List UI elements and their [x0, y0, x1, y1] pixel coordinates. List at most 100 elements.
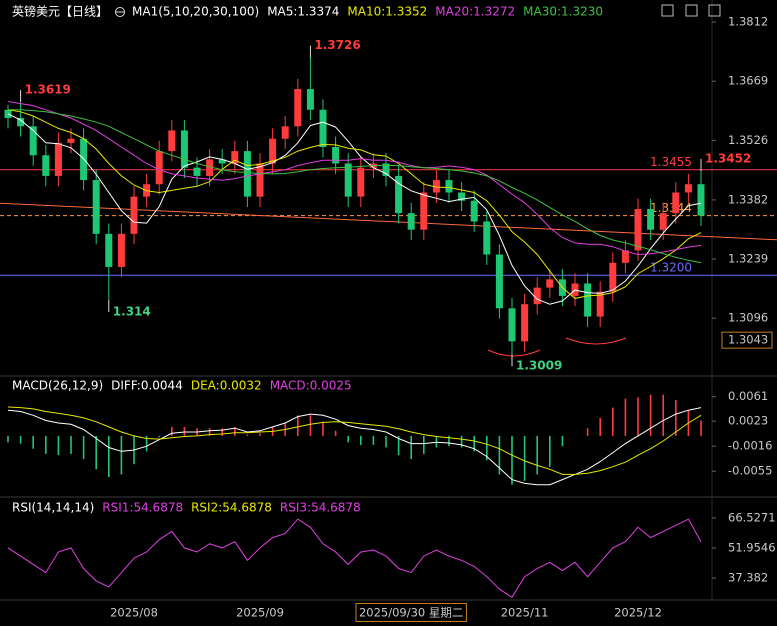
candle-body	[54, 142, 62, 176]
candle-body	[117, 233, 125, 267]
legend-entry: MA30:1.3230	[523, 5, 603, 19]
y-tick-label: 1.3096	[728, 311, 768, 325]
y-tick-label: 1.3812	[728, 15, 768, 29]
candle-body	[42, 155, 50, 176]
candle-body	[17, 118, 25, 127]
y-tick-label: 51.9546	[728, 541, 776, 555]
legend-entry: MA10:1.3352	[347, 5, 427, 19]
annotation: 1.3452	[705, 151, 751, 165]
candle-body	[508, 308, 516, 342]
panel-title: 英镑美元【日线】	[12, 4, 108, 19]
candle-body	[382, 163, 390, 176]
candle-body	[621, 250, 629, 263]
candle-body	[420, 192, 428, 230]
y-tick-label: 66.5271	[728, 511, 776, 525]
rsi-line	[7, 518, 702, 598]
candle-body	[294, 89, 302, 127]
candle-body	[332, 146, 340, 164]
y-tick-label: 1.3526	[728, 133, 768, 147]
candle-body	[269, 138, 277, 164]
candle-body	[584, 283, 592, 317]
candle-body	[357, 167, 365, 197]
candle-body	[319, 109, 327, 147]
candle-body	[432, 180, 440, 193]
candle-body	[445, 180, 453, 193]
legend-entry: RSI2:54.6878	[191, 501, 272, 515]
candle-body	[659, 213, 667, 230]
candle-body	[168, 130, 176, 152]
legend-entry: DEA:0.0032	[191, 379, 262, 393]
icon-button[interactable]	[661, 4, 674, 17]
candle-body	[521, 304, 529, 342]
candle-body	[634, 209, 642, 251]
candle-body	[306, 89, 314, 110]
candle-body	[672, 192, 680, 214]
candle-body	[281, 126, 289, 139]
legend-entry: MACD:0.0025	[270, 379, 352, 393]
macd-line	[7, 406, 702, 475]
candle-body	[193, 167, 201, 176]
candle-body	[92, 180, 100, 234]
trend-line	[0, 202, 777, 241]
horizontal-line-label: 1.3200	[650, 261, 692, 275]
pattern-arc	[565, 337, 627, 345]
y-tick-label: 1.3669	[728, 74, 768, 88]
candle-body	[470, 200, 478, 222]
candle-body	[105, 233, 113, 267]
y-tick-label: 0.0061	[728, 389, 768, 403]
candle-body	[206, 159, 214, 176]
icon-button[interactable]	[708, 4, 721, 17]
legend-entry: MA20:1.3272	[435, 5, 515, 19]
candle-body	[407, 213, 415, 230]
y-tick-label: -0.0055	[728, 464, 772, 478]
toolbar	[661, 4, 721, 17]
horizontal-line-label: 1.3344	[650, 201, 692, 215]
icon-button[interactable]	[685, 4, 698, 17]
candle-body	[29, 126, 37, 156]
candle-body	[155, 151, 163, 185]
annotation: 1.3009	[516, 359, 562, 373]
panel-title: RSI(14,14,14)	[12, 501, 94, 515]
legend-entry: DIFF:0.0044	[111, 379, 183, 393]
macd-line	[7, 407, 702, 486]
y-tick-label: 37.382	[728, 571, 768, 585]
candle-body	[533, 287, 541, 305]
indicator-label: MA1(5,10,20,30,100)	[132, 5, 259, 19]
cursor-price: 1.3043	[728, 333, 768, 347]
annotation: 1.3726	[314, 38, 360, 52]
horizontal-line-label: 1.3455	[650, 155, 692, 169]
cursor-date-box	[355, 603, 467, 622]
panel-title: MACD(26,12,9)	[12, 379, 103, 393]
candle-body	[231, 151, 239, 164]
x-tick-label: 2025/11	[501, 606, 549, 620]
candle-body	[458, 192, 466, 201]
candle-body	[243, 151, 251, 197]
candle-body	[67, 138, 75, 143]
x-tick-label: 2025/09	[236, 606, 284, 620]
x-tick-label: 2025/09/30 星期二	[359, 606, 463, 620]
candle-body	[344, 163, 352, 197]
y-tick-label: 0.0023	[728, 414, 768, 428]
annotation: 1.3619	[25, 82, 71, 96]
y-tick-label: 1.3382	[728, 192, 768, 206]
legend-entry: RSI3:54.6878	[280, 501, 361, 515]
y-tick-label: 1.3239	[728, 252, 768, 266]
candle-body	[495, 254, 503, 309]
y-tick-label: -0.0016	[728, 439, 772, 453]
candle-body	[609, 262, 617, 292]
legend-entry: MA5:1.3374	[267, 5, 339, 19]
ma-line	[7, 109, 702, 299]
candle-body	[130, 196, 138, 234]
cursor-price-box	[721, 331, 773, 349]
candle-body	[647, 209, 655, 230]
candle-body	[546, 279, 554, 288]
candle-body	[684, 184, 692, 193]
annotation: 1.314	[113, 305, 151, 319]
candle-body	[180, 130, 188, 168]
ma-line	[7, 101, 702, 256]
candle-body	[483, 221, 491, 255]
legend-entry: RSI1:54.6878	[102, 501, 183, 515]
